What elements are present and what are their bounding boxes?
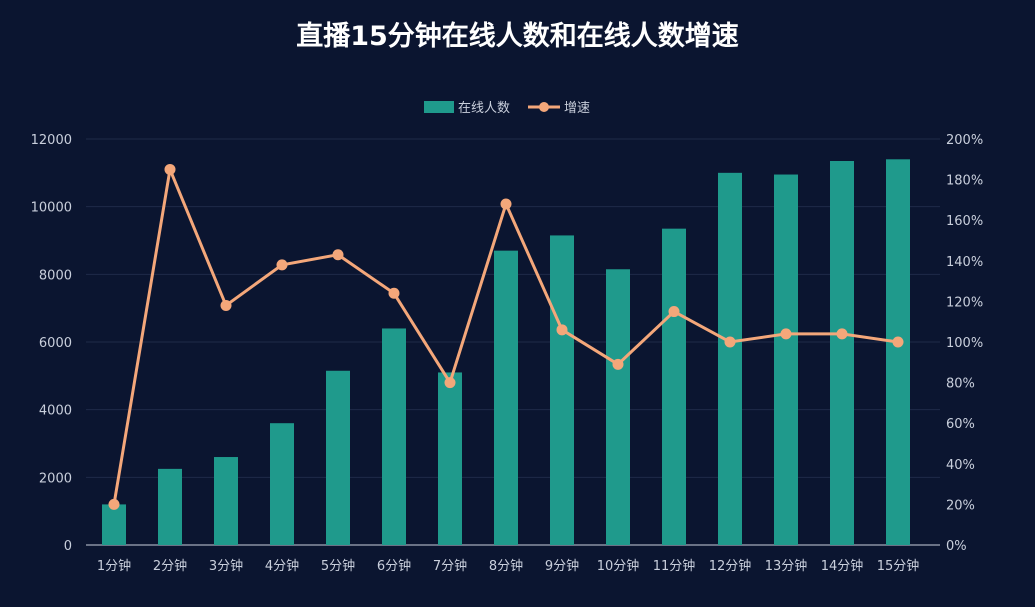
- growth-point: [220, 299, 232, 311]
- y-left-tick-label: 2000: [39, 471, 72, 486]
- chart-title: 直播15分钟在线人数和在线人数增速: [296, 21, 739, 52]
- growth-point: [556, 324, 568, 336]
- growth-point: [668, 306, 680, 318]
- bar: [774, 174, 798, 545]
- bar: [158, 468, 182, 545]
- bar: [102, 504, 126, 545]
- x-tick-label: 9分钟: [545, 558, 579, 574]
- growth-point: [388, 287, 400, 299]
- bar: [270, 423, 294, 545]
- x-tick-label: 12分钟: [709, 558, 752, 574]
- growth-point: [444, 377, 456, 389]
- growth-point: [780, 328, 792, 340]
- y-right-tick-label: 20%: [946, 498, 975, 513]
- y-left-tick-label: 0: [64, 539, 72, 554]
- growth-point: [612, 358, 624, 370]
- y-right-tick-label: 80%: [946, 377, 975, 392]
- legend-label-bar: 在线人数: [458, 101, 510, 116]
- y-right-tick-label: 200%: [946, 133, 983, 148]
- growth-point: [276, 259, 288, 271]
- x-tick-label: 11分钟: [653, 558, 696, 574]
- growth-point: [892, 336, 904, 348]
- bar: [606, 269, 630, 545]
- y-right-tick-label: 160%: [946, 214, 983, 229]
- growth-point: [836, 328, 848, 340]
- bar: [326, 370, 350, 545]
- x-tick-label: 4分钟: [265, 558, 299, 574]
- x-tick-label: 15分钟: [877, 558, 920, 574]
- legend-label-line: 增速: [564, 101, 590, 116]
- y-right-tick-label: 40%: [946, 458, 975, 473]
- bar: [830, 160, 854, 545]
- x-tick-label: 6分钟: [377, 558, 411, 574]
- y-right-tick-label: 140%: [946, 255, 983, 270]
- x-tick-label: 10分钟: [597, 558, 640, 574]
- y-right-tick-label: 180%: [946, 174, 983, 189]
- y-left-tick-label: 6000: [39, 336, 72, 351]
- y-left-tick-label: 4000: [39, 404, 72, 419]
- legend-swatch-point: [539, 102, 549, 112]
- bar: [438, 372, 462, 545]
- bar: [494, 250, 518, 545]
- x-tick-label: 13分钟: [765, 558, 808, 574]
- bar: [886, 159, 910, 546]
- x-tick-label: 14分钟: [821, 558, 864, 574]
- x-tick-label: 8分钟: [489, 558, 523, 574]
- bar: [214, 457, 238, 545]
- bar: [382, 328, 406, 545]
- y-right-tick-label: 60%: [946, 417, 975, 432]
- growth-point: [164, 163, 176, 175]
- y-right-tick-label: 0%: [946, 539, 967, 554]
- bar: [662, 228, 686, 546]
- x-tick-label: 5分钟: [321, 558, 355, 574]
- x-tick-label: 7分钟: [433, 558, 467, 574]
- y-right-tick-label: 100%: [946, 336, 983, 351]
- x-tick-label: 3分钟: [209, 558, 243, 574]
- x-tick-label: 1分钟: [97, 558, 131, 574]
- bar: [550, 235, 574, 546]
- growth-point: [108, 498, 120, 510]
- y-left-tick-label: 12000: [31, 133, 72, 148]
- growth-point: [332, 249, 344, 261]
- legend-swatch-bar: [424, 101, 454, 113]
- y-left-tick-label: 8000: [39, 268, 72, 283]
- growth-point: [500, 198, 512, 210]
- growth-point: [724, 336, 736, 348]
- y-left-tick-label: 10000: [31, 201, 72, 216]
- bar: [718, 172, 742, 546]
- y-right-tick-label: 120%: [946, 295, 983, 310]
- x-tick-label: 2分钟: [153, 558, 187, 574]
